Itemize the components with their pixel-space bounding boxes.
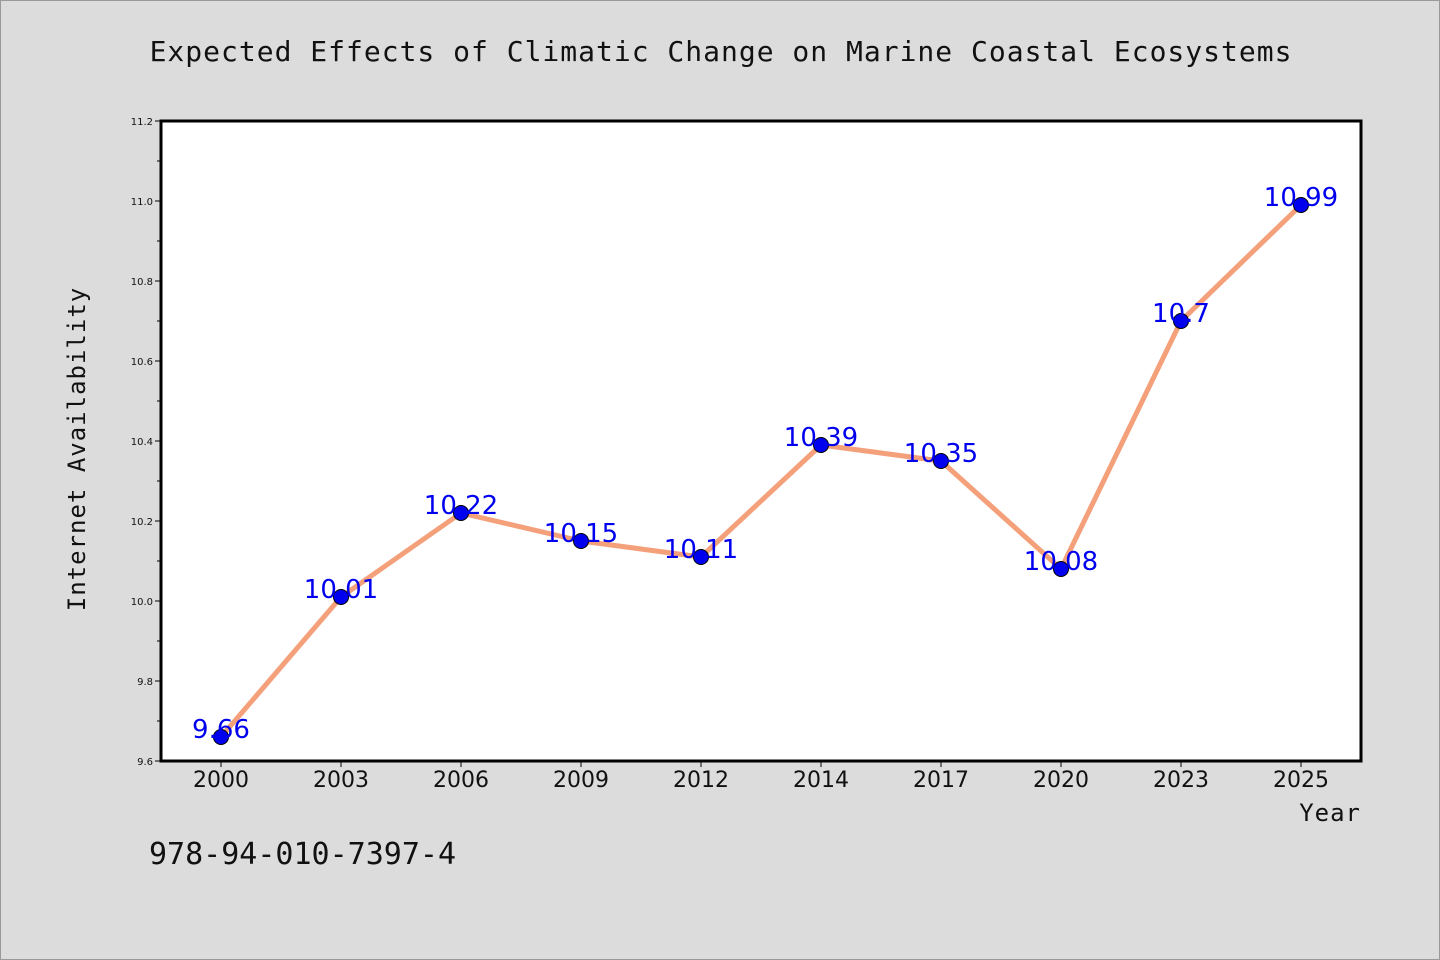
data-point: [453, 505, 469, 521]
data-point: [1173, 313, 1189, 329]
data-point: [813, 437, 829, 453]
data-label: 10.15: [544, 519, 618, 549]
data-label: 10.11: [664, 535, 738, 565]
y-tick-label: 10.6: [131, 357, 153, 368]
data-label: 10.08: [1024, 547, 1098, 577]
footer-code: 978-94-010-7397-4: [149, 837, 457, 872]
x-tick-label: 2014: [793, 768, 849, 793]
data-label: 10.39: [784, 423, 858, 453]
x-tick-label: 2003: [313, 768, 369, 793]
x-tick-label: 2000: [193, 768, 249, 793]
x-tick-label: 2006: [433, 768, 489, 793]
y-axis-label: Internet Availability: [63, 287, 91, 611]
y-tick-label: 11.0: [131, 197, 153, 208]
y-tick-label: 9.8: [137, 677, 153, 688]
series-line-group: [218, 202, 1304, 740]
x-tick-label: 2009: [553, 768, 609, 793]
data-point: [933, 453, 949, 469]
data-label: 10.99: [1264, 183, 1338, 213]
data-label: 10.7: [1152, 299, 1210, 329]
data-point: [573, 533, 589, 549]
x-tick-label: 2012: [673, 768, 729, 793]
y-tick-label: 10.0: [131, 597, 153, 608]
data-label: 10.01: [304, 575, 378, 605]
x-axis-label: Year: [1299, 799, 1361, 827]
data-label: 9.66: [192, 715, 250, 745]
x-tick-label: 2023: [1153, 768, 1209, 793]
series-line: [218, 202, 1304, 740]
data-point: [1293, 197, 1309, 213]
markers-group: [213, 197, 1309, 745]
y-tick-label: 10.8: [131, 277, 153, 288]
x-tick-label: 2017: [913, 768, 969, 793]
y-axis: 9.6 9.8 10.0 10.2 10.4 10.6 10.8 11.0 11.2: [131, 117, 161, 768]
x-tick-label: 2025: [1273, 768, 1329, 793]
plot-area: [159, 119, 1363, 763]
y-tick-label: 10.2: [131, 517, 153, 528]
data-label: 10.22: [424, 491, 498, 521]
data-point: [333, 589, 349, 605]
y-tick-label: 11.2: [131, 117, 153, 128]
y-tick-label: 9.6: [137, 757, 153, 768]
data-labels-group: 9.66 10.01 10.22 10.15 10.11 10.39 10.35 10.08 1…: [192, 183, 1338, 745]
x-axis: 2000 2003 2006 2009 2012 2014 2017 2020 2023 2025: [193, 761, 1329, 793]
data-point: [693, 549, 709, 565]
y-tick-label: 10.4: [131, 437, 153, 448]
x-tick-label: 2020: [1033, 768, 1089, 793]
chart-title: Expected Effects of Climatic Change on M…: [149, 35, 1293, 68]
data-label: 10.35: [904, 439, 978, 469]
data-point: [213, 729, 229, 745]
data-point: [1053, 561, 1069, 577]
